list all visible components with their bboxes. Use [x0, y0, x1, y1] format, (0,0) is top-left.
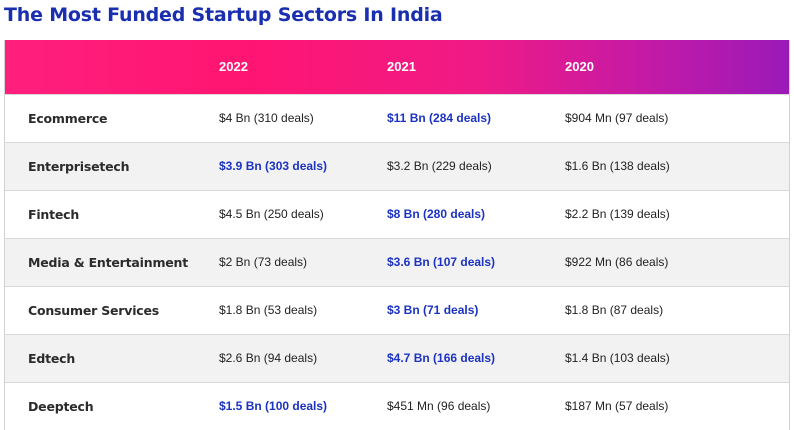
sector-name: Ecommerce	[28, 111, 108, 126]
sector-name: Deeptech	[28, 399, 94, 414]
cell-2020: $922 Mn (86 deals)	[565, 255, 669, 269]
cell-2022: $2 Bn (73 deals)	[219, 255, 308, 269]
cell-2022: $3.9 Bn (303 deals)	[219, 159, 328, 173]
cell-2021: $451 Mn (96 deals)	[387, 399, 491, 413]
cell-2020: $187 Mn (57 deals)	[565, 399, 669, 413]
sector-name: Media & Entertainment	[28, 255, 189, 270]
table-row: Media & Entertainment $2 Bn (73 deals) $…	[5, 238, 789, 286]
cell-2020: $1.6 Bn (138 deals)	[565, 159, 670, 173]
cell-2020: $2.2 Bn (139 deals)	[565, 207, 670, 221]
cell-2022: $2.6 Bn (94 deals)	[219, 351, 318, 365]
cell-2021: $4.7 Bn (166 deals)	[387, 351, 496, 365]
table-row: Consumer Services $1.8 Bn (53 deals) $3 …	[5, 286, 789, 334]
cell-2021: $3.2 Bn (229 deals)	[387, 159, 492, 173]
funding-table: 2022 2021 2020 Ecommerce $4 Bn (310 deal…	[4, 40, 790, 430]
cell-2022: $4 Bn (310 deals)	[219, 111, 314, 125]
sector-name: Enterprisetech	[28, 159, 130, 174]
sector-name: Fintech	[28, 207, 80, 222]
header-2022: 2022	[219, 59, 248, 74]
table-header: 2022 2021 2020	[5, 40, 789, 94]
cell-2021: $3 Bn (71 deals)	[387, 303, 479, 317]
cell-2021: $11 Bn (284 deals)	[387, 111, 492, 125]
table-row: Enterprisetech $3.9 Bn (303 deals) $3.2 …	[5, 142, 789, 190]
cell-2020: $1.4 Bn (103 deals)	[565, 351, 670, 365]
cell-2021: $8 Bn (280 deals)	[387, 207, 486, 221]
cell-2022: $1.8 Bn (53 deals)	[219, 303, 318, 317]
sector-name: Edtech	[28, 351, 76, 366]
table-row: Ecommerce $4 Bn (310 deals) $11 Bn (284 …	[5, 94, 789, 142]
table-row: Fintech $4.5 Bn (250 deals) $8 Bn (280 d…	[5, 190, 789, 238]
cell-2020: $1.8 Bn (87 deals)	[565, 303, 664, 317]
cell-2022: $1.5 Bn (100 deals)	[219, 399, 328, 413]
table-row: Edtech $2.6 Bn (94 deals) $4.7 Bn (166 d…	[5, 334, 789, 382]
cell-2021: $3.6 Bn (107 deals)	[387, 255, 496, 269]
sector-name: Consumer Services	[28, 303, 160, 318]
page-title: The Most Funded Startup Sectors In India	[4, 4, 443, 26]
cell-2020: $904 Mn (97 deals)	[565, 111, 669, 125]
header-2021: 2021	[387, 59, 416, 74]
header-2020: 2020	[565, 59, 594, 74]
table-row: Deeptech $1.5 Bn (100 deals) $451 Mn (96…	[5, 382, 789, 430]
cell-2022: $4.5 Bn (250 deals)	[219, 207, 324, 221]
